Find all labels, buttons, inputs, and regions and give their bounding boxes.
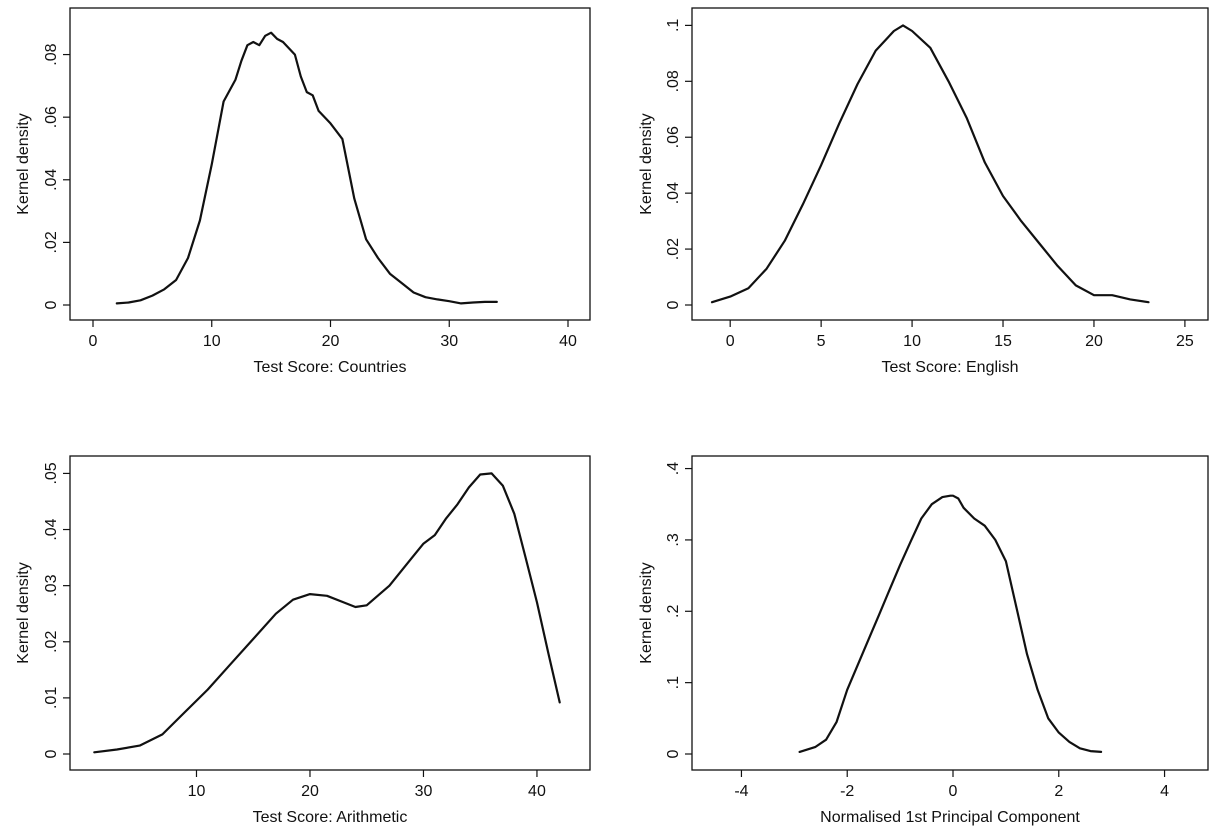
y-tick-label: .05	[43, 462, 60, 484]
y-tick-label: .08	[665, 70, 682, 92]
y-tick-label: .04	[43, 518, 60, 540]
x-axis-label: Test Score: English	[882, 359, 1019, 376]
plot-frame	[69, 455, 591, 771]
y-tick-label: .1	[665, 676, 682, 689]
x-tick-label: 20	[322, 333, 340, 350]
x-tick-label: 0	[949, 783, 958, 800]
x-tick-label: 20	[301, 783, 319, 800]
x-tick-label: 2	[1054, 783, 1063, 800]
y-tick-label: .2	[665, 605, 682, 618]
x-tick-label: 40	[559, 333, 577, 350]
density-curve	[115, 31, 498, 305]
chart-panel-1: 0 10 20 30 40 0 .02 .04 .06 .08 Test Score: Countr…	[15, 7, 591, 376]
x-tick-label: 10	[203, 333, 221, 350]
x-tick-label: -2	[840, 783, 854, 800]
y-tick-label: 0	[665, 300, 682, 309]
x-tick-label: 25	[1176, 333, 1194, 350]
y-tick-label: .03	[43, 574, 60, 596]
y-tick-label: .04	[43, 169, 60, 191]
y-tick-label: .4	[665, 462, 682, 475]
y-tick-label: .1	[665, 19, 682, 32]
y-tick-label: 0	[43, 300, 60, 309]
chart-panel-3: 10 20 30 40 0 .01 .02 .03 .04 .05 Test Score: Arit…	[15, 455, 591, 826]
x-tick-label: 5	[817, 333, 826, 350]
y-tick-label: .06	[43, 106, 60, 128]
y-tick-label: .02	[43, 631, 60, 653]
x-axis-label: Test Score: Countries	[254, 359, 407, 376]
x-tick-label: 40	[528, 783, 546, 800]
y-axis-label: Kernel density	[15, 562, 32, 663]
density-curve	[710, 24, 1150, 304]
chart-panel-4: -4 -2 0 2 4 0 .1 .2 .3 .4 Normalised 1st Principal…	[638, 455, 1209, 826]
y-axis-label: Kernel density	[638, 562, 655, 663]
x-tick-label: 15	[994, 333, 1012, 350]
x-tick-label: 4	[1160, 783, 1169, 800]
density-curve	[798, 494, 1103, 754]
y-tick-label: .08	[43, 43, 60, 65]
plot-frame	[691, 455, 1209, 771]
x-tick-label: 0	[89, 333, 98, 350]
y-tick-label: .06	[665, 126, 682, 148]
y-tick-label: 0	[665, 749, 682, 758]
x-axis-label: Normalised 1st Principal Component	[820, 809, 1080, 826]
density-curve	[93, 472, 561, 754]
x-tick-label: 0	[726, 333, 735, 350]
y-tick-label: 0	[43, 749, 60, 758]
x-tick-label: -4	[734, 783, 748, 800]
y-axis-label: Kernel density	[15, 113, 32, 214]
x-tick-label: 10	[188, 783, 206, 800]
y-tick-label: .01	[43, 687, 60, 709]
x-axis-label: Test Score: Arithmetic	[253, 809, 408, 826]
y-tick-label: .3	[665, 533, 682, 546]
x-tick-label: 10	[903, 333, 921, 350]
y-tick-label: .02	[43, 231, 60, 253]
y-tick-label: .02	[665, 238, 682, 260]
x-tick-label: 20	[1085, 333, 1103, 350]
y-axis-label: Kernel density	[638, 113, 655, 214]
x-tick-label: 30	[440, 333, 458, 350]
y-tick-label: .04	[665, 182, 682, 204]
chart-panel-2: 0 5 10 15 20 25 0 .02 .04 .06 .08 .1 Test Score: Eng…	[638, 7, 1209, 376]
x-tick-label: 30	[415, 783, 433, 800]
plot-frame	[69, 7, 591, 321]
plot-frame	[691, 7, 1209, 321]
